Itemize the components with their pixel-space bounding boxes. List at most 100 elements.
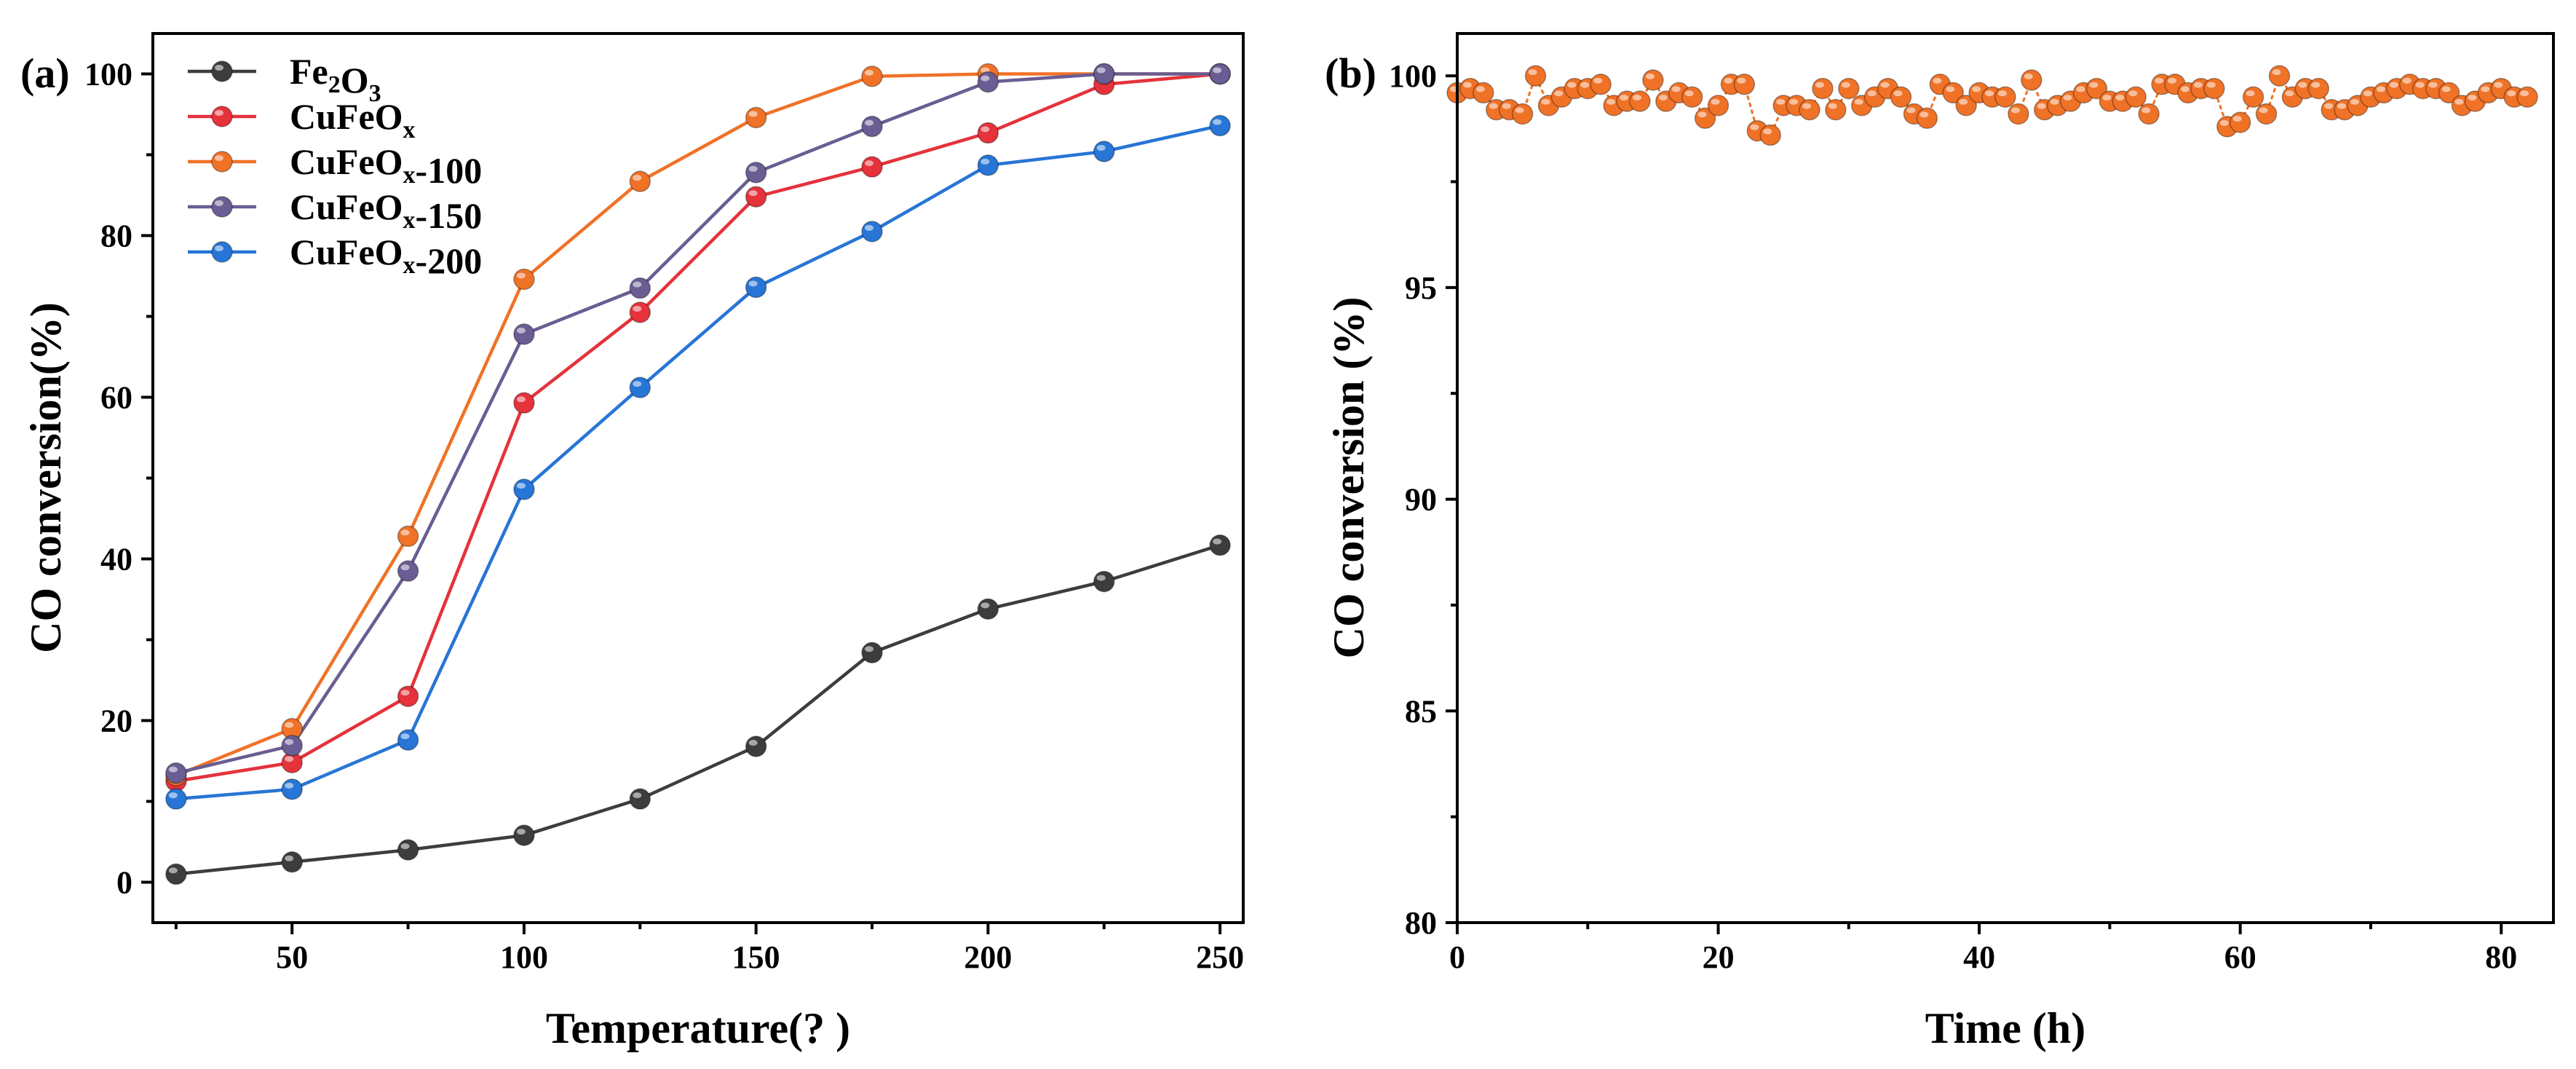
- legend-item-cufeox-150: CuFeOx-150: [188, 186, 482, 236]
- series-line-fe2o3: [175, 543, 1221, 876]
- data-point-co-conversion: [2255, 103, 2278, 125]
- panel-b-ytick-label: 85: [1405, 693, 1437, 729]
- data-point-fe2o3: [397, 839, 419, 861]
- data-point-cufeox-100: [629, 170, 651, 192]
- data-point-co-conversion: [2242, 86, 2264, 108]
- panel-a-xtick-label: 200: [964, 939, 1012, 975]
- panel-a-legend: Fe2O3CuFeOxCuFeOx-100CuFeOx-150CuFeOx-20…: [188, 51, 482, 281]
- data-point-cufeox-150: [513, 323, 535, 345]
- data-point-cufeox-150: [861, 115, 883, 138]
- series-line-cufeox-200: [175, 124, 1221, 801]
- data-point-co-conversion: [1733, 74, 1756, 95]
- legend-item-cufeox-100: CuFeOx-100: [188, 141, 482, 191]
- panel-b-frame: [1456, 32, 2555, 924]
- data-point-cufeox: [397, 685, 419, 707]
- series-line-cufeox: [175, 72, 1221, 783]
- data-point-co-conversion: [2307, 77, 2330, 100]
- data-point-cufeox-100: [745, 106, 767, 129]
- panel-b-ytick-label: 100: [1389, 58, 1437, 94]
- data-point-co-conversion: [1707, 95, 1729, 117]
- data-point-cufeox-200: [165, 788, 187, 810]
- data-point-fe2o3: [513, 824, 535, 846]
- panel-a-ytick-label: 80: [100, 218, 132, 254]
- data-point-fe2o3: [861, 642, 883, 664]
- data-point-fe2o3: [281, 851, 303, 873]
- data-point-cufeox: [629, 301, 651, 323]
- data-point-co-conversion: [1694, 107, 1716, 130]
- data-point-cufeox-100: [397, 525, 419, 548]
- data-point-fe2o3: [977, 598, 999, 620]
- legend-marker: [211, 196, 233, 218]
- legend-item-fe2o3: Fe2O3: [188, 51, 381, 107]
- data-point-co-conversion: [1838, 77, 1860, 100]
- panel-b-ticks: 0 20 40 60 80 80 85 90 95 100: [1389, 58, 2517, 975]
- data-point-co-conversion: [1642, 69, 1664, 91]
- data-point-cufeox: [861, 156, 883, 178]
- panel-a-ytick-label: 0: [116, 865, 132, 901]
- data-point-co-conversion: [1916, 107, 1938, 130]
- panel-b-ytick-label: 90: [1405, 482, 1437, 518]
- panel-b-xtick-label: 60: [2224, 939, 2256, 975]
- series-line-cufeox-100: [175, 72, 1221, 778]
- data-point-co-conversion: [1524, 65, 1547, 87]
- data-point-fe2o3: [1209, 534, 1231, 556]
- data-point-co-conversion: [1799, 98, 1820, 121]
- data-point-cufeox-200: [861, 221, 883, 242]
- data-point-co-conversion: [2516, 86, 2538, 108]
- data-point-cufeox-100: [861, 66, 883, 87]
- legend-label: CuFeOx-150: [290, 186, 482, 236]
- legend-marker: [211, 151, 233, 173]
- data-point-co-conversion: [1825, 98, 1847, 121]
- data-point-fe2o3: [629, 788, 651, 810]
- data-point-cufeox-150: [1093, 63, 1115, 85]
- data-point-cufeox-200: [397, 729, 419, 751]
- panel-b-series: [1446, 65, 2538, 146]
- data-point-cufeox-100: [513, 268, 535, 291]
- data-point-co-conversion: [1473, 82, 1494, 104]
- data-point-cufeox: [281, 752, 303, 773]
- legend-label: Fe2O3: [290, 51, 381, 107]
- data-point-co-conversion: [1942, 82, 1965, 104]
- panel-b-xtick-label: 20: [1703, 939, 1735, 975]
- data-point-co-conversion: [1629, 90, 1651, 112]
- data-point-cufeox-150: [397, 560, 419, 582]
- legend-marker: [211, 241, 233, 263]
- data-point-co-conversion: [2438, 82, 2460, 104]
- legend-label: CuFeOx-100: [290, 141, 482, 191]
- data-point-co-conversion: [2008, 103, 2029, 125]
- data-point-co-conversion: [2085, 77, 2108, 100]
- data-point-cufeox-200: [745, 276, 767, 299]
- panel-a-xtick-label: 250: [1196, 939, 1244, 975]
- data-point-cufeox-200: [281, 778, 303, 800]
- panel-b-xtick-label: 0: [1449, 939, 1465, 975]
- panel-a-label: (a): [20, 50, 70, 97]
- data-point-co-conversion: [2021, 69, 2042, 91]
- panel-a-ticks: 50 100 150 200 250 0 20 40 60 80 100: [84, 57, 1244, 976]
- data-point-co-conversion: [1511, 103, 1534, 125]
- panel-b-label: (b): [1325, 50, 1376, 97]
- panel-a-xtick-label: 150: [732, 939, 780, 975]
- data-point-co-conversion: [2125, 86, 2147, 108]
- data-point-co-conversion: [1955, 95, 1977, 117]
- data-point-co-conversion: [1890, 86, 1912, 108]
- panel-a-xtick-label: 100: [500, 939, 548, 975]
- legend-item-cufeox-200: CuFeOx-200: [188, 232, 482, 281]
- panel-b-xtick-label: 80: [2485, 939, 2517, 975]
- data-point-co-conversion: [1590, 74, 1612, 95]
- data-point-co-conversion: [2138, 103, 2160, 125]
- data-point-co-conversion: [1759, 124, 1782, 146]
- data-point-fe2o3: [1093, 570, 1115, 593]
- panel-b: (b) 0 20 40 60 80 80 85 90 95 100 Time (h) CO con…: [1325, 32, 2555, 1052]
- legend-item-cufeox: CuFeOx: [188, 96, 416, 143]
- panel-a-ytick-label: 60: [100, 380, 132, 416]
- data-point-cufeox-150: [977, 71, 999, 93]
- legend-marker: [211, 60, 233, 82]
- data-point-cufeox-200: [629, 376, 651, 398]
- data-point-cufeox-200: [1093, 141, 1115, 162]
- legend-marker: [211, 106, 233, 127]
- data-point-cufeox: [745, 186, 767, 208]
- data-point-co-conversion: [1681, 86, 1703, 108]
- panel-a-ytick-label: 40: [100, 542, 132, 577]
- data-point-cufeox-200: [977, 154, 999, 176]
